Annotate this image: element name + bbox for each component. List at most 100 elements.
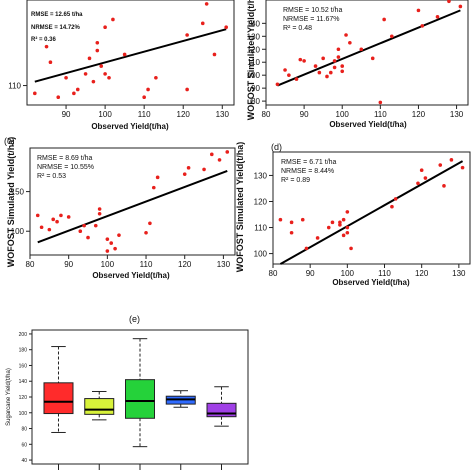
y-tick-label: 130 — [247, 32, 261, 41]
data-point — [182, 172, 187, 176]
panel-b: RMSE = 10.52 t/ha NRMSE = 11.67% R² = 0.… — [246, 0, 469, 129]
y-axis-label: WOFOST Simulated Yield(t/ha) — [6, 137, 16, 268]
data-point — [338, 223, 342, 227]
data-point — [83, 72, 88, 76]
y-tick-label: 110 — [8, 82, 21, 91]
data-point — [48, 60, 53, 65]
data-point — [336, 55, 341, 59]
data-point — [186, 166, 191, 170]
y-tick-label: 40 — [21, 458, 27, 464]
data-point — [389, 34, 394, 39]
data-point — [144, 231, 148, 235]
y-tick-label: 150 — [11, 188, 25, 197]
data-point — [340, 64, 345, 68]
data-point — [332, 59, 337, 63]
data-point — [317, 70, 322, 75]
data-point — [51, 217, 56, 222]
data-point — [419, 168, 424, 173]
stat-nrmse: NRMSE = 11.67% — [283, 16, 339, 23]
data-point — [321, 56, 325, 61]
y-tick-label: 130 — [254, 171, 268, 180]
box — [206, 402, 237, 418]
x-axis-label: Observed Yield(t/ha) — [332, 278, 410, 287]
x-tick-label: 100 — [101, 260, 115, 269]
box — [84, 398, 115, 415]
data-point — [93, 223, 98, 228]
data-point — [87, 56, 92, 61]
stat-r2: R² = 0.53 — [37, 173, 66, 180]
data-point — [86, 235, 90, 240]
data-point — [460, 165, 465, 170]
data-point — [304, 246, 309, 251]
y-tick-label: 100 — [247, 71, 261, 80]
stat-rmse: RMSE = 10.52 t/ha — [283, 7, 342, 14]
plot-frame — [26, 0, 235, 106]
data-point — [97, 207, 102, 211]
y-axis-label: WOFOST Simulated Yield(t/ha) — [246, 0, 256, 120]
data-point — [224, 25, 228, 30]
data-point — [416, 181, 420, 186]
y-tick-label: 120 — [254, 197, 268, 206]
data-point — [298, 57, 303, 62]
data-point — [202, 167, 206, 172]
data-point — [328, 70, 333, 75]
x-tick-label: 120 — [412, 110, 426, 119]
x-tick-label: 90 — [300, 110, 309, 119]
data-point — [382, 17, 386, 22]
data-point — [390, 204, 394, 209]
x-axis-label: Observed Yield(t/ha) — [329, 120, 407, 129]
x-tick-label: 100 — [336, 110, 350, 119]
data-point — [341, 217, 346, 222]
x-tick-label: 110 — [138, 110, 151, 119]
data-point — [97, 211, 102, 216]
data-point — [330, 220, 335, 225]
y-tick-label: 110 — [254, 224, 267, 233]
panel-d: (d) RMSE = 6.71 t/ha NRMSE = 8.44% R² = … — [235, 142, 471, 287]
data-point — [378, 100, 383, 105]
y-tick-label: 80 — [21, 427, 27, 433]
box — [43, 382, 74, 415]
x-tick-label: 110 — [378, 269, 391, 278]
data-point — [225, 150, 230, 154]
data-point — [117, 233, 121, 237]
plot-frame — [29, 147, 236, 256]
data-point — [287, 73, 291, 77]
y-tick-label: 140 — [19, 379, 28, 385]
y-tick-label: 60 — [21, 442, 27, 448]
data-point — [217, 158, 222, 162]
data-point — [283, 68, 287, 72]
data-point — [449, 158, 454, 162]
y-tick-label: 120 — [247, 45, 261, 54]
data-point — [105, 237, 110, 241]
data-point — [44, 44, 49, 49]
stat-nrmse: NRMSE = 14.72% — [31, 25, 81, 31]
x-tick-label: 100 — [341, 269, 355, 278]
x-tick-label: 90 — [64, 260, 73, 269]
data-point — [420, 24, 425, 28]
data-point — [82, 223, 86, 228]
regression-line — [279, 160, 464, 265]
data-point — [142, 95, 146, 100]
data-point — [212, 52, 217, 57]
data-point — [99, 64, 104, 68]
data-point — [209, 152, 214, 157]
stat-r2: R² = 0.89 — [281, 177, 310, 184]
data-point — [155, 175, 160, 180]
data-point — [300, 217, 305, 222]
data-point — [289, 230, 294, 235]
data-point — [336, 47, 341, 52]
x-tick-label: 80 — [262, 110, 271, 119]
data-point — [345, 230, 350, 235]
panel-a: RMSE = 12.65 t/ha NRMSE = 14.72% R² = 0.… — [8, 0, 235, 131]
data-point — [275, 82, 280, 87]
data-point — [200, 21, 205, 26]
data-point — [458, 4, 463, 9]
x-tick-label: 90 — [306, 269, 315, 278]
data-point — [313, 64, 318, 68]
data-point — [359, 47, 364, 52]
y-tick-label: 160 — [19, 363, 28, 369]
stat-r2: R² = 0.48 — [283, 25, 312, 32]
x-tick-label: 130 — [450, 110, 464, 119]
plot-frame — [272, 151, 471, 265]
y-tick-label: 200 — [19, 332, 28, 338]
